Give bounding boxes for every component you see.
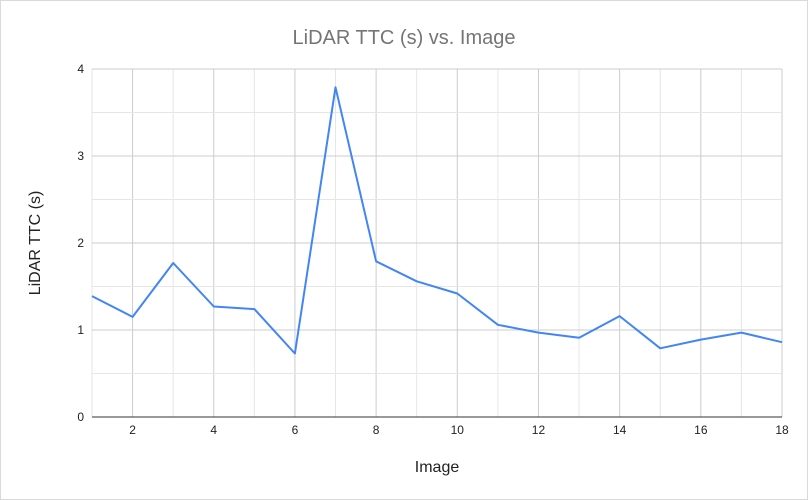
y-tick-label: 2: [77, 236, 84, 250]
series-points: [90, 85, 784, 355]
y-tick-label: 3: [77, 149, 84, 163]
data-point: [496, 323, 500, 327]
data-point: [780, 340, 784, 344]
y-tick-label: 0: [77, 410, 84, 424]
data-point: [739, 331, 743, 335]
y-tick-label: 1: [77, 323, 84, 337]
x-tick-label: 12: [532, 423, 546, 437]
x-axis-ticks: 2 4 6 8 10 12 14 16 18: [129, 423, 789, 437]
data-point: [131, 315, 135, 319]
data-point: [171, 261, 175, 265]
data-point: [293, 351, 297, 355]
data-point: [455, 291, 459, 295]
data-point: [577, 336, 581, 340]
series-line: [91, 86, 783, 355]
x-tick-label: 2: [129, 423, 136, 437]
data-point: [212, 305, 216, 309]
x-tick-label: 8: [373, 423, 380, 437]
x-tick-label: 18: [775, 423, 789, 437]
gridlines: [91, 68, 783, 417]
data-point: [618, 314, 622, 318]
data-point: [536, 331, 540, 335]
x-tick-label: 10: [451, 423, 465, 437]
data-point: [334, 85, 338, 89]
data-point: [415, 279, 419, 283]
y-tick-label: 4: [77, 62, 84, 76]
data-point: [658, 346, 662, 350]
x-tick-label: 4: [210, 423, 217, 437]
data-point: [374, 259, 378, 263]
data-point: [252, 307, 256, 311]
x-tick-label: 14: [613, 423, 627, 437]
x-axis-title: Image: [415, 459, 460, 476]
y-axis-title: LiDAR TTC (s): [27, 191, 44, 296]
x-tick-label: 16: [694, 423, 708, 437]
x-tick-label: 6: [292, 423, 299, 437]
data-point: [90, 294, 94, 298]
data-point: [699, 338, 703, 342]
chart-title: LiDAR TTC (s) vs. Image: [293, 27, 516, 49]
y-axis-ticks: 0 1 2 3 4: [77, 62, 84, 424]
